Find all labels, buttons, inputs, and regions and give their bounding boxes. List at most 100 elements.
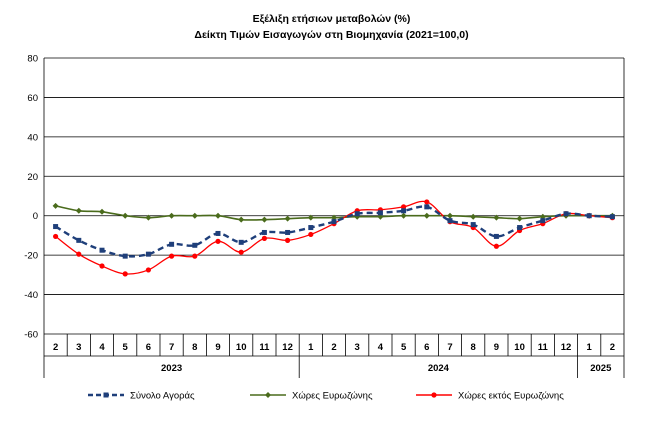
data-point-non-eurozone (424, 199, 430, 205)
x-tick-label: 2 (331, 342, 336, 353)
data-point-non-eurozone (308, 231, 314, 238)
data-point-eurozone (284, 215, 291, 222)
data-point-non-eurozone (99, 263, 105, 269)
x-tick-label: 10 (236, 342, 247, 353)
data-point-eurozone (400, 212, 407, 219)
data-point-eurozone (99, 208, 105, 215)
x-tick-label: 1 (587, 342, 593, 353)
x-tick-label: 11 (538, 342, 549, 353)
data-point-total-market (261, 229, 267, 235)
chart-title-block: Εξέλιξη ετήσιων μεταβολών (%) Δείκτη Τιμ… (0, 11, 663, 43)
y-tick-label: 60 (27, 93, 38, 104)
data-point-eurozone (238, 216, 245, 223)
y-tick-label: 0 (33, 211, 38, 222)
y-tick-label: 80 (27, 54, 38, 65)
x-tick-label: 8 (471, 342, 476, 353)
legend-label-non-eurozone: Χώρες εκτός Ευρωζώνης (458, 391, 564, 402)
data-point-eurozone (261, 216, 268, 223)
data-point-total-market (401, 208, 407, 214)
year-label: 2023 (161, 363, 182, 374)
data-point-non-eurozone (122, 271, 128, 277)
y-tick-label: 40 (27, 132, 38, 143)
data-point-total-market (609, 214, 615, 220)
y-tick-label: -60 (24, 330, 38, 341)
data-point-total-market (493, 233, 499, 239)
data-point-eurozone (52, 202, 59, 209)
data-point-non-eurozone (76, 251, 82, 257)
year-label: 2025 (590, 363, 612, 374)
data-point-non-eurozone (285, 237, 291, 243)
data-point-non-eurozone (169, 253, 175, 259)
y-tick-label: -20 (24, 251, 38, 262)
data-point-eurozone (75, 207, 82, 214)
data-point-eurozone (493, 214, 500, 221)
data-point-total-market (215, 230, 221, 236)
data-point-eurozone (447, 212, 453, 219)
data-point-total-market (540, 218, 546, 224)
data-point-eurozone (470, 213, 477, 220)
x-tick-label: 3 (76, 342, 81, 353)
x-tick-label: 8 (192, 342, 197, 353)
data-point-total-market (331, 219, 337, 225)
chart-subtitle: Δείκτη Τιμών Εισαγωγών στη Βιομηχανία (2… (194, 29, 469, 41)
legend-marker-total-market (103, 392, 109, 398)
data-point-non-eurozone (261, 235, 267, 241)
legend-label-eurozone: Χώρες Ευρωζώνης (292, 391, 373, 402)
x-tick-label: 6 (146, 342, 151, 353)
x-tick-label: 12 (561, 342, 572, 353)
data-point-non-eurozone (145, 267, 151, 273)
data-point-eurozone (423, 212, 430, 219)
y-tick-label: -40 (24, 290, 38, 301)
chart-title: Εξέλιξη ετήσιων μεταβολών (%) (252, 13, 411, 25)
data-point-total-market (238, 239, 244, 245)
x-tick-label: 5 (401, 342, 407, 353)
data-point-non-eurozone (493, 243, 499, 249)
data-point-total-market (377, 210, 383, 216)
x-tick-label: 5 (123, 342, 129, 353)
x-tick-label: 10 (514, 342, 525, 353)
data-point-total-market (470, 222, 476, 228)
x-tick-label: 11 (259, 342, 270, 353)
data-point-total-market (424, 204, 430, 210)
x-tick-label: 6 (424, 342, 429, 353)
x-tick-label: 9 (494, 342, 499, 353)
x-tick-label: 12 (282, 342, 293, 353)
data-point-non-eurozone (53, 233, 59, 240)
x-tick-label: 4 (378, 342, 384, 353)
data-point-total-market (99, 247, 105, 253)
x-tick-label: 3 (355, 342, 360, 353)
series-line-non-eurozone (55, 200, 613, 275)
data-point-non-eurozone (401, 204, 407, 210)
data-point-eurozone (307, 214, 314, 221)
data-point-total-market (145, 251, 151, 257)
data-point-eurozone (215, 212, 221, 219)
data-point-total-market (354, 211, 360, 217)
x-tick-label: 9 (215, 342, 220, 353)
x-tick-label: 1 (308, 342, 314, 353)
data-point-total-market (53, 224, 59, 230)
data-point-total-market (122, 253, 128, 259)
data-point-non-eurozone (215, 238, 221, 244)
legend-marker-non-eurozone (431, 392, 437, 398)
data-point-non-eurozone (238, 249, 244, 255)
x-tick-label: 7 (447, 342, 452, 353)
data-point-total-market (517, 225, 523, 231)
data-point-total-market (169, 241, 175, 247)
y-tick-label: 20 (27, 172, 38, 183)
legend-label-total-market: Σύνολο Αγοράς (130, 391, 195, 402)
x-tick-label: 2 (610, 342, 615, 353)
data-point-eurozone (516, 215, 523, 222)
data-point-total-market (285, 229, 291, 235)
data-point-non-eurozone (192, 253, 198, 259)
x-tick-label: 7 (169, 342, 174, 353)
data-point-eurozone (122, 212, 129, 219)
data-point-total-market (447, 218, 453, 224)
x-tick-label: 2 (53, 342, 58, 353)
series-line-total-market (54, 205, 613, 258)
data-point-total-market (76, 237, 82, 243)
legend-marker-eurozone (265, 392, 271, 398)
data-point-eurozone (191, 212, 198, 219)
data-point-eurozone (145, 214, 152, 221)
data-point-eurozone (168, 212, 175, 219)
